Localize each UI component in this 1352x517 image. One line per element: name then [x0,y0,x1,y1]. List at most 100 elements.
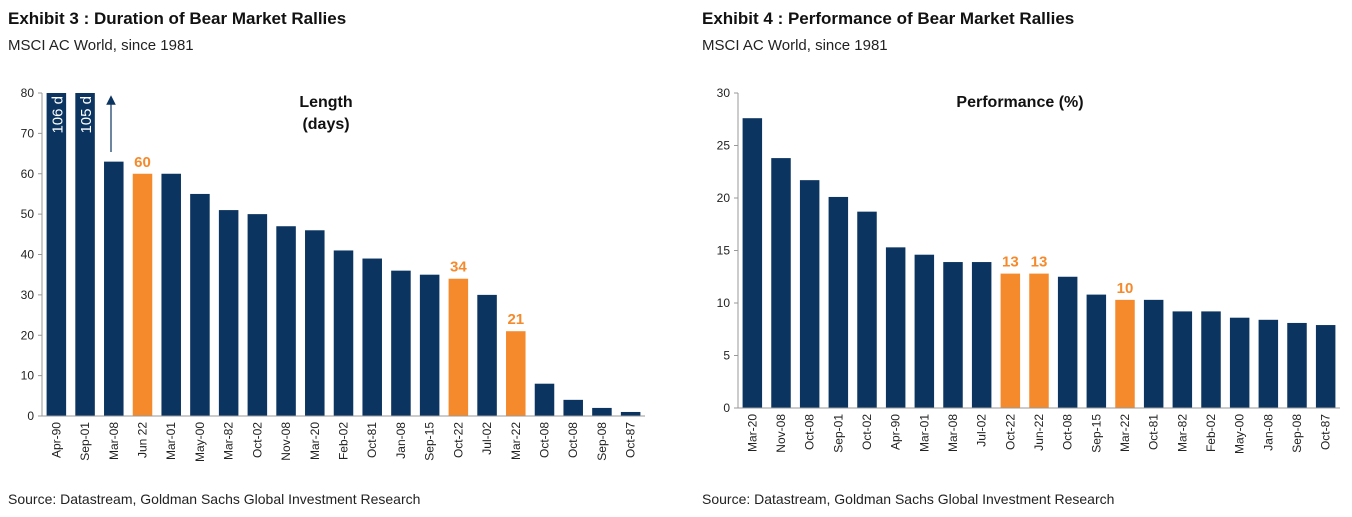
x-tick-label: Sep-08 [1290,414,1304,453]
x-tick-label: Mar-22 [509,422,523,460]
bar [1029,273,1049,408]
value-label: 10 [1117,280,1134,297]
x-tick-label: Oct-08 [1061,414,1075,450]
y-tick-label: 40 [21,248,35,262]
bar [1315,325,1336,408]
bar [218,210,239,416]
x-tick-label: Apr-90 [889,414,903,450]
bar [943,262,963,408]
bar [1115,299,1135,408]
x-tick-label: Jul-02 [975,414,989,447]
bar [190,193,210,416]
x-tick-label: Mar-22 [1118,414,1132,452]
bar [592,407,612,416]
x-tick-label: May-00 [193,422,207,462]
chart-subtitle: MSCI AC World, since 1981 [702,37,888,54]
value-label: 21 [507,311,524,328]
bar [305,230,325,416]
y-tick-label: 0 [723,401,730,415]
y-tick-label: 10 [21,369,35,383]
y-tick-label: 25 [717,139,731,153]
bar [104,161,124,416]
y-tick-label: 15 [717,244,731,258]
source: Source: Datastream, Goldman Sachs Global… [8,491,420,507]
y-tick-label: 50 [21,207,35,221]
x-tick-label: Mar-82 [222,422,236,460]
y-tick-label: 10 [717,296,731,310]
bar [1000,273,1021,408]
y-tick-label: 70 [21,126,35,140]
bars [46,93,641,416]
bar [742,118,763,408]
annotation: Length [299,94,352,111]
x-tick-label: Jul-02 [480,422,494,455]
x-tick-label: Mar-20 [308,422,322,460]
x-tick-label: Jan-08 [394,422,408,459]
x-tick-label: Oct-87 [624,422,638,458]
x-tick-label: Feb-02 [337,422,351,460]
bar [1258,319,1279,408]
x-tick-label: Mar-82 [1175,414,1189,452]
bars [742,118,1336,408]
x-tick-label: Mar-01 [917,414,931,452]
source: Source: Datastream, Goldman Sachs Global… [702,491,1114,507]
bar [771,158,791,408]
bar [448,278,469,416]
bar [1229,317,1250,408]
x-tick-label: Oct-08 [538,422,552,458]
x-tick-label: Oct-02 [860,414,874,450]
x-tick-label: Oct-08 [566,422,580,458]
bar [857,211,877,408]
x-tick-label: Mar-08 [107,422,121,460]
bar [1201,311,1221,408]
x-tick-label: Oct-81 [365,422,379,458]
bar [362,258,382,416]
bar [132,173,153,416]
y-tick-label: 30 [717,86,731,100]
x-tick-label: Mar-20 [745,414,759,452]
bar [620,411,641,416]
y-tick-label: 20 [21,328,35,342]
x-tick-label: Nov-08 [774,414,788,453]
y-tick-label: 80 [21,86,35,100]
annotation: (days) [302,116,349,133]
value-label: 105 d [78,96,95,134]
bar [247,214,268,416]
bar [1057,276,1078,408]
bar [477,294,497,416]
bar [506,331,526,416]
value-label: 60 [134,154,151,171]
x-tick-label: Feb-02 [1204,414,1218,452]
x-tick-label: Sep-15 [423,422,437,461]
x-tick-label: Oct-08 [803,414,817,450]
bar [1143,299,1164,408]
x-tick-label: Jan-08 [1261,414,1275,451]
bar [391,270,411,416]
bar [914,254,935,408]
chart-subtitle: MSCI AC World, since 1981 [8,37,194,54]
bar [46,93,67,416]
value-label: 106 d [49,96,66,134]
bar [1172,311,1193,408]
bar [885,247,906,408]
x-tick-label: Oct-81 [1147,414,1161,450]
bar [799,180,820,408]
chart-title: Exhibit 4 : Performance of Bear Market R… [702,9,1074,28]
x-tick-label: Nov-08 [279,422,293,461]
x-tick-label: Sep-08 [595,422,609,461]
bar [75,93,95,416]
value-label: 34 [450,259,467,276]
bar [1086,294,1107,408]
x-tick-label: May-00 [1233,414,1247,454]
annotation: Performance (%) [956,94,1083,111]
chart-title: Exhibit 3 : Duration of Bear Market Rall… [8,9,346,28]
bar [276,226,296,416]
x-tick-label: Oct-22 [451,422,465,458]
x-tick-label: Mar-01 [164,422,178,460]
x-tick-label: Oct-87 [1319,414,1333,450]
bar [563,399,583,416]
x-tick-label: Sep-01 [831,414,845,453]
y-tick-label: 20 [717,191,731,205]
bar [828,196,849,408]
